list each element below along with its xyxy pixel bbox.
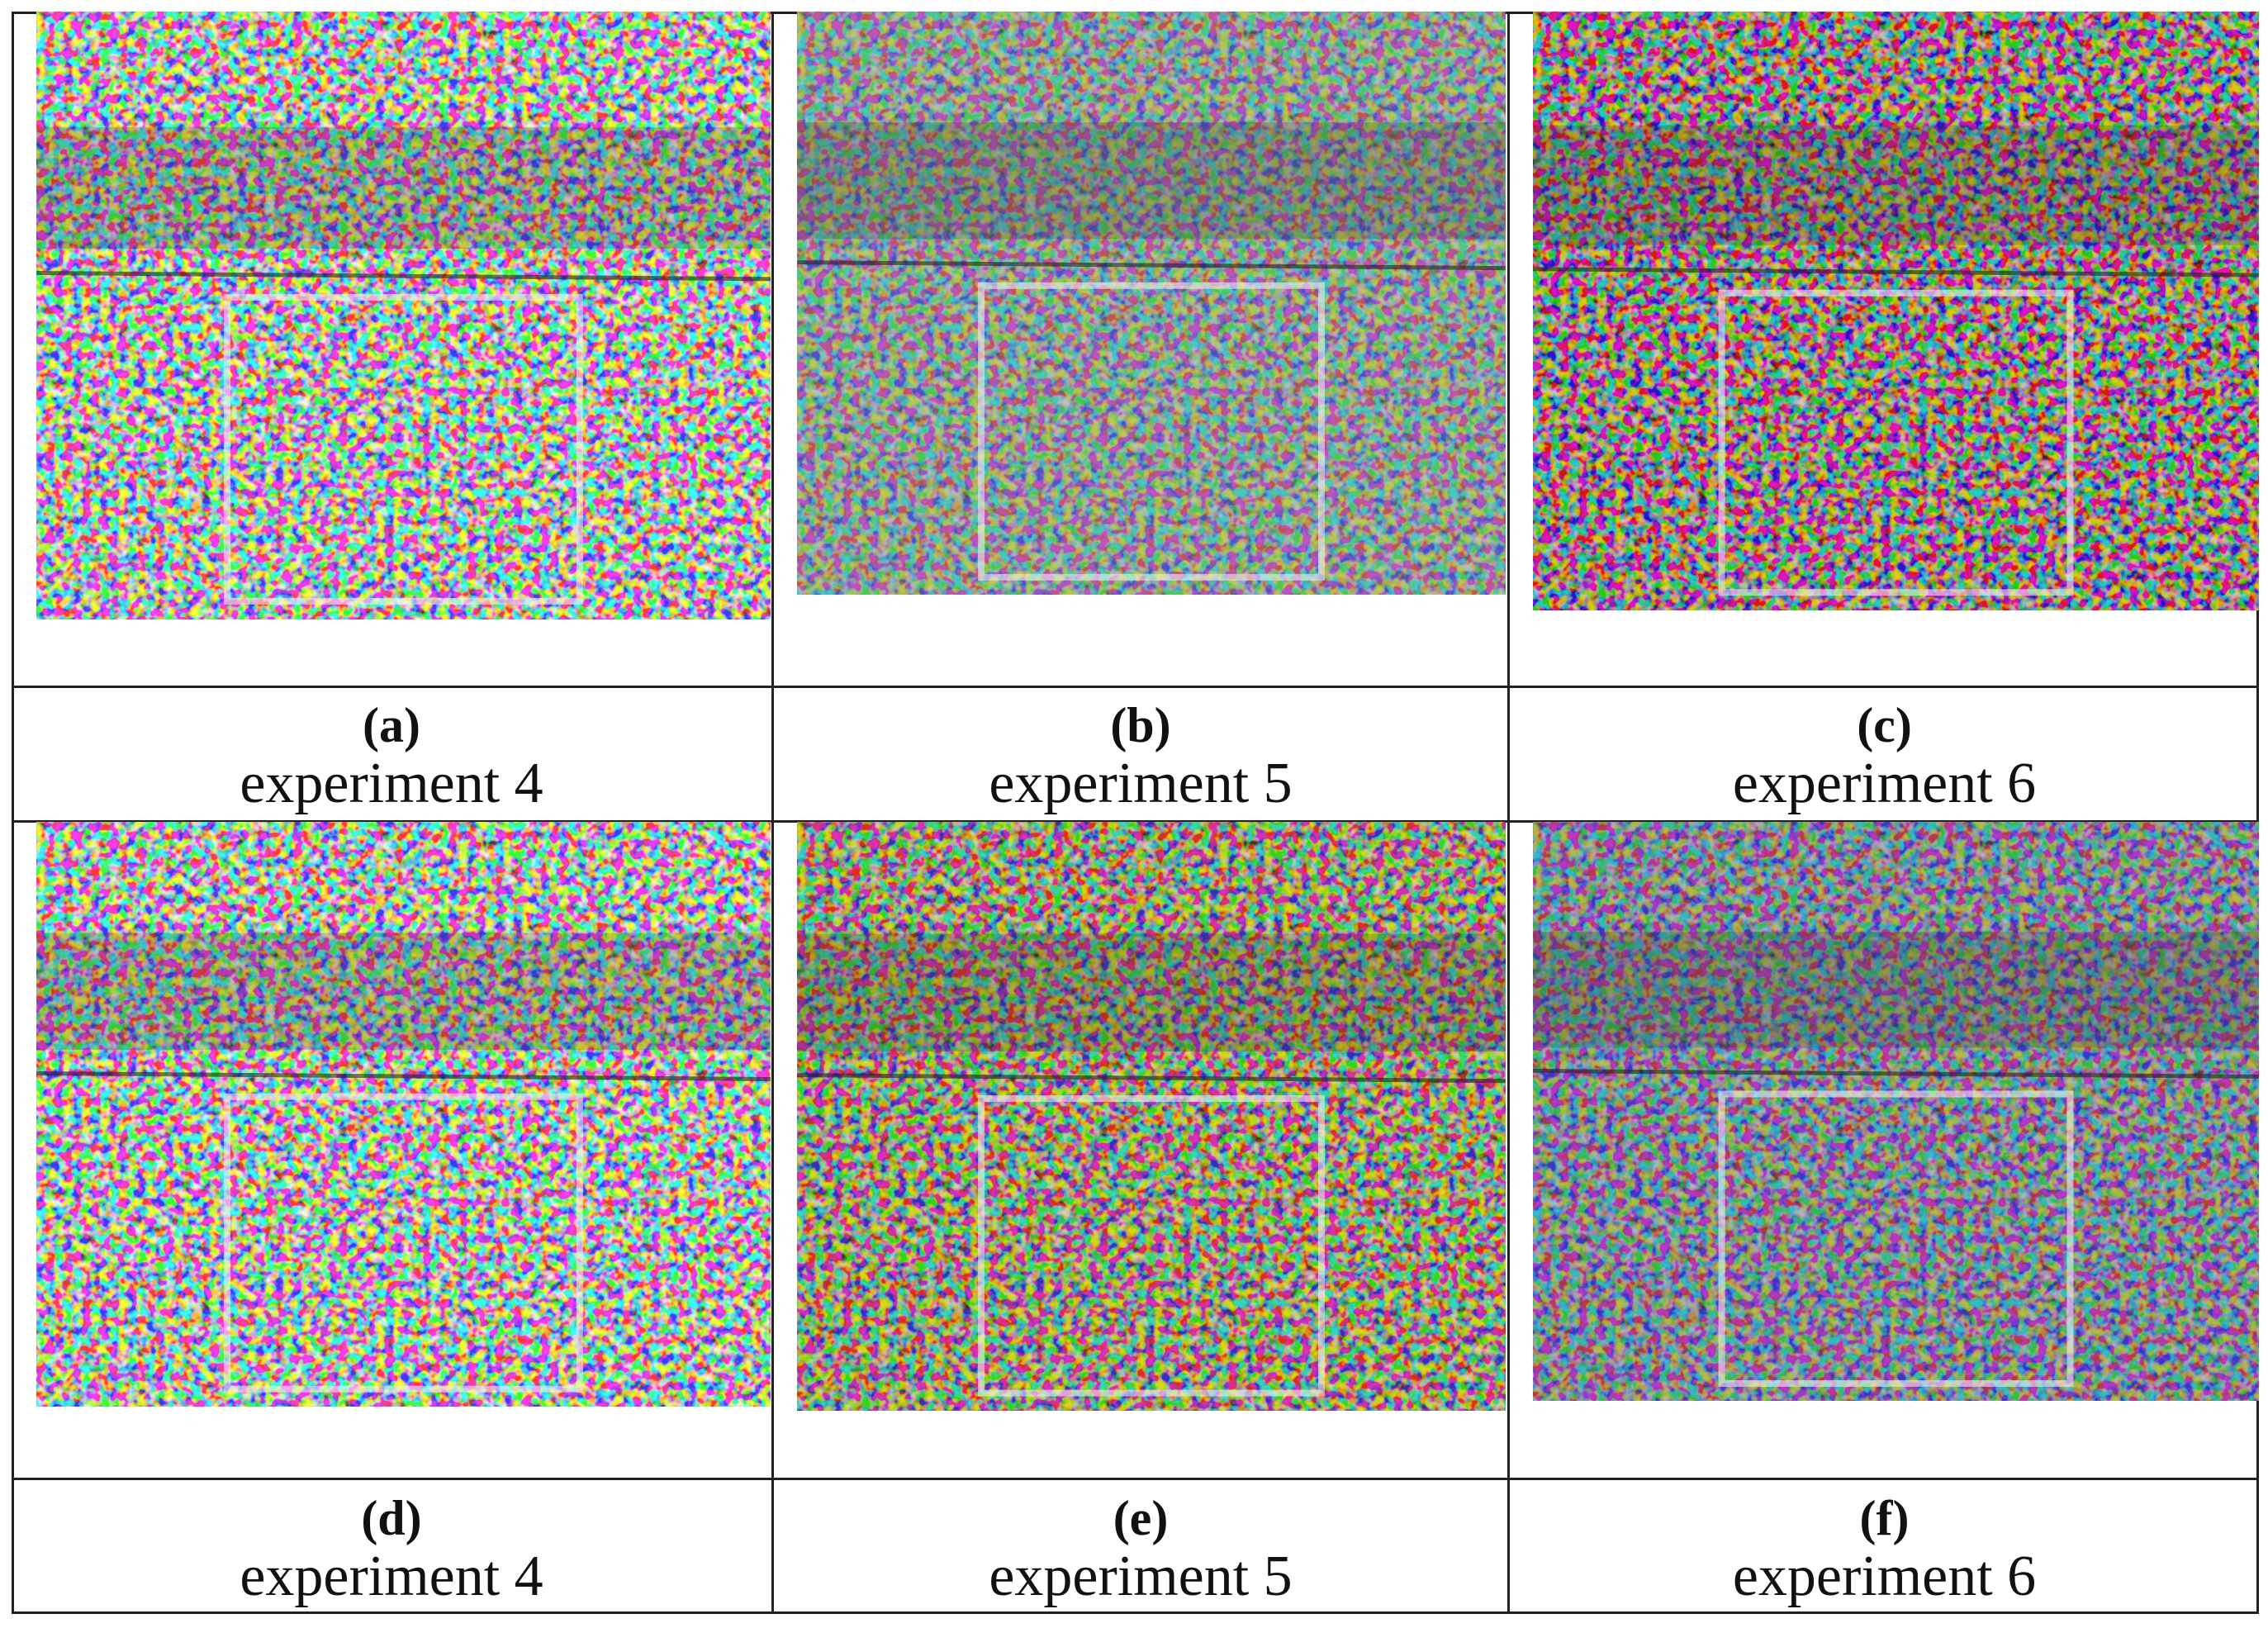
experiment-image xyxy=(36,12,771,619)
panel-label: (c) xyxy=(1857,698,1912,752)
panel-label: (e) xyxy=(1113,1491,1169,1545)
divider xyxy=(12,1478,2259,1480)
panel-caption: experiment 4 xyxy=(240,752,543,815)
panel-label: (f) xyxy=(1859,1491,1910,1545)
caption: (e) experiment 5 xyxy=(774,1493,1507,1606)
experiment-image xyxy=(797,12,1506,595)
experiment-image xyxy=(36,822,771,1407)
divider xyxy=(12,686,2259,688)
panel-label: (d) xyxy=(361,1491,422,1545)
experiment-image xyxy=(797,822,1506,1411)
caption: (c) experiment 6 xyxy=(1510,700,2259,813)
panel-caption: experiment 5 xyxy=(989,752,1293,815)
panel-label: (a) xyxy=(363,698,420,752)
caption: (d) experiment 4 xyxy=(12,1493,771,1606)
divider xyxy=(12,820,2259,823)
panel-label: (b) xyxy=(1110,698,1171,752)
experiment-image xyxy=(1533,12,2259,610)
panel-caption: experiment 6 xyxy=(1732,752,2037,815)
panel-caption: experiment 5 xyxy=(989,1545,1293,1608)
divider xyxy=(1507,12,1510,1614)
experiment-image xyxy=(1533,822,2259,1401)
caption: (b) experiment 5 xyxy=(774,700,1507,813)
caption: (a) experiment 4 xyxy=(12,700,771,813)
panel-caption: experiment 4 xyxy=(240,1545,543,1608)
caption: (f) experiment 6 xyxy=(1510,1493,2259,1606)
panel-caption: experiment 6 xyxy=(1732,1545,2037,1608)
divider xyxy=(771,12,774,1614)
